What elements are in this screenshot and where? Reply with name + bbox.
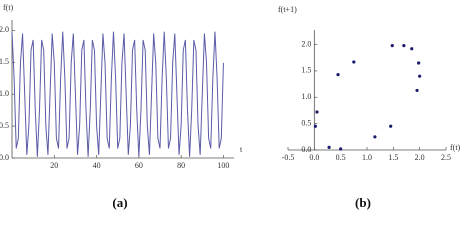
x-tick-label: 2.5 xyxy=(441,153,451,162)
y-tick-label: 0.5 xyxy=(0,121,9,130)
y-tick-label: 0.0 xyxy=(301,145,311,154)
caption: (a) xyxy=(112,195,127,210)
x-tick-label: 1.5 xyxy=(388,153,398,162)
y-axis-label: f(t+1) xyxy=(278,5,297,14)
y-tick-label: 0.0 xyxy=(0,153,9,162)
data-point xyxy=(415,88,419,93)
y-tick-label: 1.5 xyxy=(0,57,9,66)
data-point xyxy=(352,60,356,64)
y-tick-label: 0.5 xyxy=(301,118,311,127)
y-tick-label: 1.5 xyxy=(301,66,311,75)
data-point xyxy=(339,147,343,151)
data-point xyxy=(417,61,421,65)
x-tick-label: 2.0 xyxy=(415,153,425,162)
x-tick-label: 20 xyxy=(50,161,58,170)
caption: (b) xyxy=(355,195,371,210)
x-axis-label: t xyxy=(240,145,243,154)
y-axis-label: f(t) xyxy=(3,3,14,12)
y-tick-label: 1.0 xyxy=(0,89,9,98)
y-tick-label: 2.0 xyxy=(301,39,311,48)
data-point xyxy=(410,47,414,51)
data-point xyxy=(313,124,317,128)
x-tick-label: 100 xyxy=(217,161,229,170)
x-tick-label: -0.5 xyxy=(282,153,295,162)
x-tick-label: 0.0 xyxy=(309,153,319,162)
data-point xyxy=(315,110,319,114)
x-tick-label: 40 xyxy=(93,161,101,170)
data-point xyxy=(418,74,422,78)
figure: 0.0 0.5 1.0 1.5 2.0 20 40 60 80 100 f(t) t (a) 0.0 0.5… xyxy=(0,3,461,210)
data-point xyxy=(336,73,340,77)
data-point xyxy=(402,44,406,48)
data-point xyxy=(390,44,394,48)
y-tick-label: 2.0 xyxy=(0,25,9,34)
data-point xyxy=(389,124,393,128)
x-tick-label: 60 xyxy=(135,161,143,170)
data-point xyxy=(373,135,377,139)
data-line xyxy=(11,31,224,157)
x-tick-label: 0.5 xyxy=(336,153,346,162)
y-tick-label: 1.0 xyxy=(301,92,311,101)
x-tick-label: 1.0 xyxy=(362,153,372,162)
x-tick-label: 80 xyxy=(177,161,185,170)
data-point xyxy=(327,145,331,149)
x-axis-label: f(t) xyxy=(450,143,461,152)
